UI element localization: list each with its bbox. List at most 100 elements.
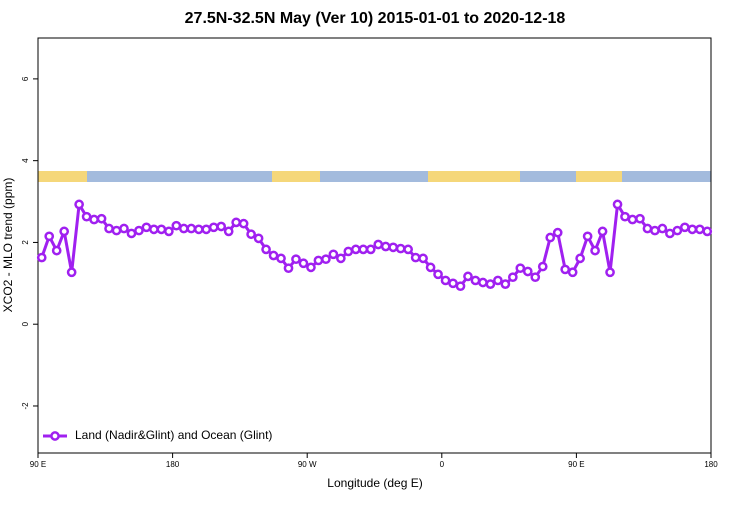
data-point	[687, 224, 698, 235]
data-point	[365, 244, 376, 255]
data-point	[276, 253, 286, 264]
data-point	[149, 224, 159, 235]
data-point	[650, 225, 660, 236]
data-point	[336, 253, 346, 264]
data-point	[171, 220, 182, 231]
x-tick-label: 90 E	[568, 460, 584, 469]
plot-frame	[37, 37, 712, 454]
data-point	[605, 267, 615, 278]
data-point	[164, 226, 174, 237]
y-tick-label: 6	[21, 76, 30, 81]
data-point	[141, 222, 152, 233]
x-tick-label: 0	[440, 460, 445, 469]
y-axis-label: XCO2 - MLO trend (ppm)	[1, 178, 15, 313]
data-point	[425, 262, 436, 273]
data-point	[96, 213, 107, 224]
data-point	[582, 231, 593, 242]
x-tick-label: 180	[166, 460, 180, 469]
data-point	[455, 281, 466, 292]
data-point	[74, 199, 84, 210]
data-point	[395, 243, 406, 254]
data-point	[463, 271, 473, 282]
data-point	[403, 244, 413, 255]
data-point	[575, 253, 585, 264]
land-band	[38, 171, 87, 182]
land-band	[576, 171, 622, 182]
data-point	[104, 223, 114, 234]
data-point	[59, 226, 70, 237]
data-point	[246, 229, 256, 240]
data-point	[328, 249, 339, 260]
data-point	[440, 275, 451, 286]
data-point	[507, 272, 518, 283]
data-point	[36, 252, 47, 263]
data-point	[306, 262, 316, 273]
land-ocean-strip	[38, 171, 711, 182]
chart-title: 27.5N-32.5N May (Ver 10) 2015-01-01 to 2…	[185, 10, 566, 27]
data-point	[261, 244, 271, 255]
data-point	[679, 222, 690, 233]
data-point	[350, 244, 361, 255]
data-point	[612, 199, 623, 210]
data-point	[208, 222, 219, 233]
data-point	[485, 279, 496, 289]
data-point	[238, 218, 249, 229]
data-point	[313, 255, 324, 266]
data-point	[478, 277, 488, 288]
data-point	[321, 254, 331, 265]
data-point	[81, 211, 92, 222]
data-point	[410, 252, 421, 263]
x-tick-label: 90 E	[30, 460, 46, 469]
y-tick-label: 4	[21, 158, 30, 163]
data-point	[134, 225, 144, 236]
data-point	[702, 226, 713, 237]
data-point	[657, 223, 668, 234]
data-point	[530, 272, 541, 283]
data-point	[672, 225, 683, 236]
data-point	[253, 233, 264, 244]
data-point	[545, 232, 556, 243]
data-point	[298, 258, 309, 269]
data-point	[500, 279, 511, 289]
data-point	[448, 278, 458, 289]
data-point	[635, 213, 645, 224]
data-point	[388, 242, 399, 253]
data-point	[470, 275, 481, 286]
data-point	[665, 228, 675, 239]
data-point	[620, 211, 630, 222]
data-point	[44, 231, 55, 242]
data-point	[627, 214, 638, 225]
data-point	[201, 224, 212, 235]
data-point	[560, 264, 571, 275]
y-tick-label: 0	[21, 321, 30, 326]
data-point	[231, 217, 242, 228]
data-point	[111, 225, 122, 236]
data-point	[283, 263, 294, 274]
legend-marker	[50, 431, 60, 441]
data-point	[126, 228, 137, 239]
land-band	[272, 171, 320, 182]
data-point	[358, 244, 369, 255]
data-point	[343, 246, 354, 257]
data-point	[537, 261, 548, 272]
data-point	[178, 223, 189, 234]
data-point	[373, 239, 384, 250]
data-point	[89, 214, 99, 225]
legend-label: Land (Nadir&Glint) and Ocean (Glint)	[75, 428, 272, 442]
data-point	[291, 254, 301, 265]
data-point	[694, 224, 705, 235]
data-point	[66, 267, 77, 278]
data-point	[552, 227, 563, 238]
y-tick-label: -2	[21, 402, 30, 410]
data-point	[590, 245, 600, 256]
data-point	[515, 263, 526, 274]
data-point	[51, 245, 62, 256]
data-point	[193, 224, 204, 235]
data-point	[156, 224, 167, 235]
land-band	[428, 171, 520, 182]
x-tick-label: 90 W	[298, 460, 317, 469]
data-point	[597, 226, 608, 237]
ocean-band	[38, 171, 711, 182]
